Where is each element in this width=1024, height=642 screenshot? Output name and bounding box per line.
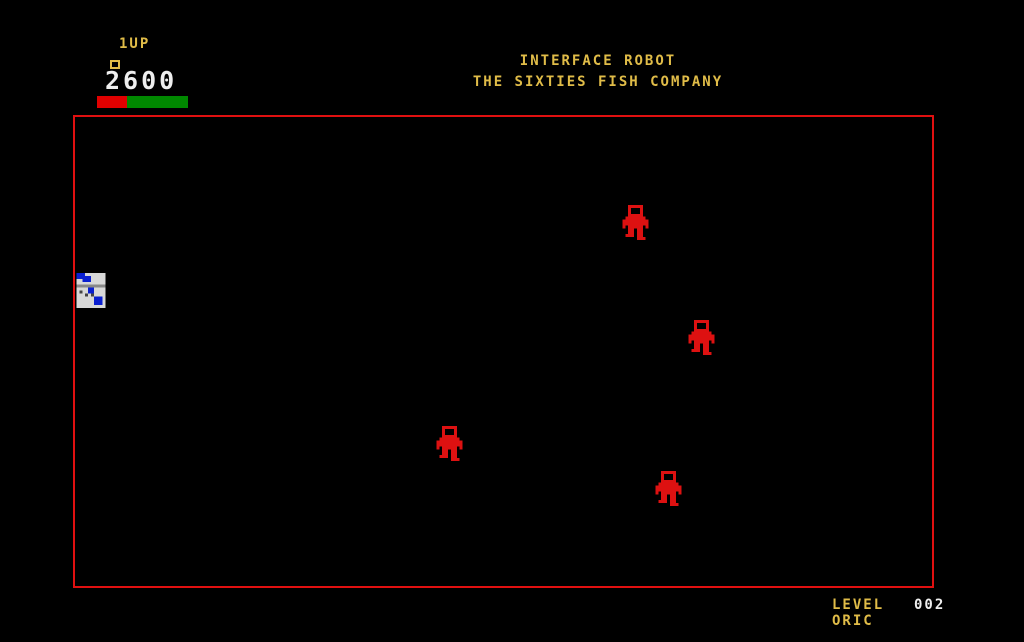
robot-enemy xyxy=(436,426,463,461)
score: 2600 xyxy=(105,66,178,95)
level-value: 002 xyxy=(914,597,946,613)
energy-bar-remaining xyxy=(127,96,188,108)
robot-enemy xyxy=(688,320,715,355)
arena xyxy=(73,115,934,588)
player-label: 1UP xyxy=(119,36,151,52)
energy-bar xyxy=(97,96,188,108)
player-name: ORIC xyxy=(832,613,874,629)
level-label: LEVEL xyxy=(832,597,885,613)
lives-indicator-icon xyxy=(110,60,120,69)
energy-bar-depleted xyxy=(97,96,128,108)
player-ship-icon xyxy=(76,273,106,308)
robot-enemy xyxy=(655,471,682,506)
robot-enemy xyxy=(622,205,649,240)
game-title: INTERFACE ROBOT xyxy=(519,53,677,69)
game-subtitle: THE SIXTIES FISH COMPANY xyxy=(472,74,724,90)
